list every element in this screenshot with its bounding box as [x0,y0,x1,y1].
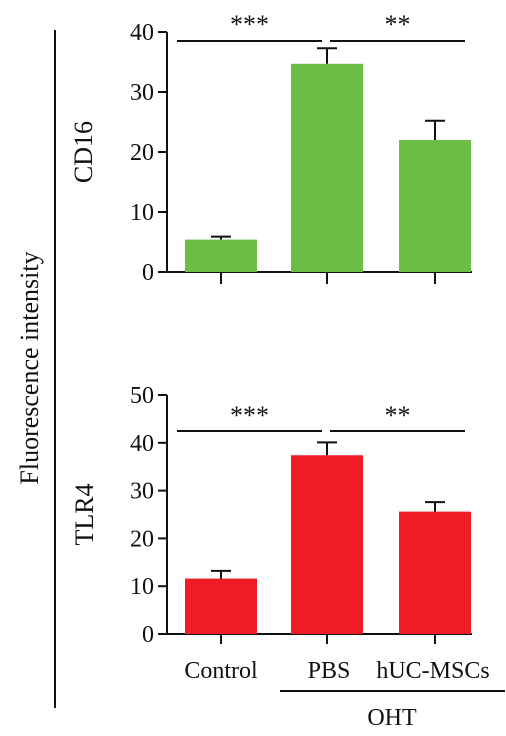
bar-huc-mscs [399,511,471,634]
y-tick-label: 10 [130,200,154,226]
panel-ylabel: CD16 [69,121,98,183]
significance-label: *** [230,401,269,430]
y-tick-label: 40 [130,20,154,46]
significance-label: *** [230,10,269,39]
y-tick-label: 30 [130,479,154,505]
oht-group-label: OHT [367,705,417,731]
significance-label: ** [385,401,411,430]
y-tick-label: 10 [130,574,154,600]
y-tick-label: 20 [130,526,154,552]
y-tick-label: 30 [130,80,154,106]
x-tick-label: Control [184,658,258,684]
bar-pbs [291,63,363,272]
significance-label: ** [385,10,411,39]
y-tick-label: 40 [130,431,154,457]
bar-control [185,239,257,272]
panel-ylabel: TLR4 [70,483,99,545]
y-tick-label: 0 [142,260,154,286]
bar-huc-mscs [399,140,471,272]
bar-control [185,578,257,634]
bar-pbs [291,455,363,634]
x-tick-label: hUC-MSCs [376,658,489,684]
global-ylabel: Fluorescence intensity [15,251,44,484]
y-tick-label: 20 [130,140,154,166]
y-tick-label: 50 [130,383,154,409]
y-tick-label: 0 [142,622,154,648]
x-tick-label: PBS [308,658,351,684]
